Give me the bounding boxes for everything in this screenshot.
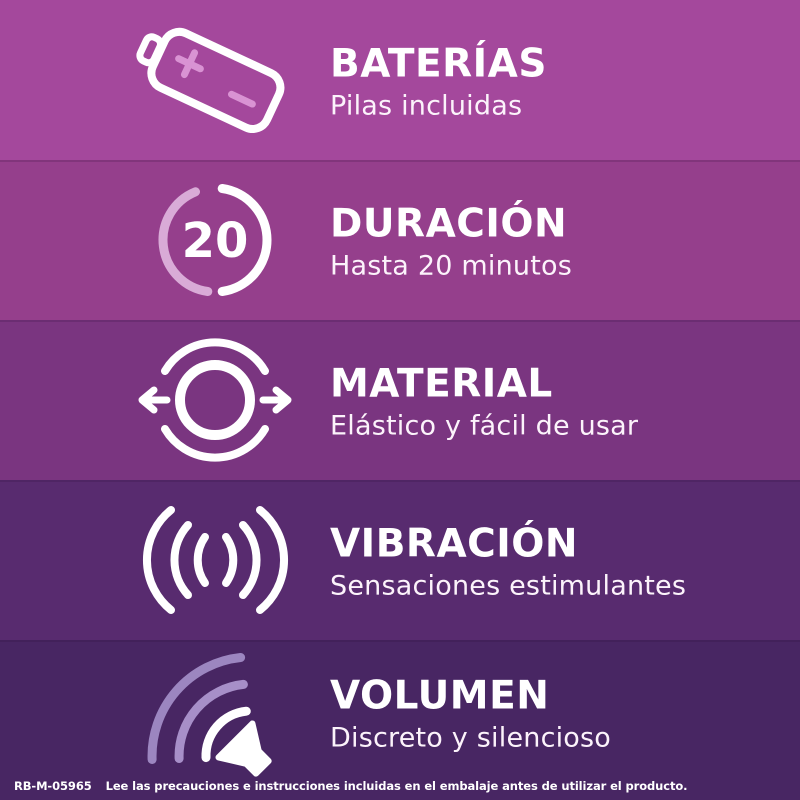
- band-material: MATERIAL Elástico y fácil de usar: [0, 320, 800, 480]
- vibration-waves-icon: [130, 480, 300, 640]
- band-subtitle: Pilas incluidas: [330, 90, 523, 122]
- band-subtitle: Hasta 20 minutos: [330, 250, 572, 282]
- band-duracion: 20 DURACIÓN Hasta 20 minutos: [0, 160, 800, 320]
- band-text: MATERIAL Elástico y fácil de usar: [330, 359, 638, 442]
- band-title: BATERÍAS: [330, 41, 547, 87]
- band-text: VOLUMEN Discreto y silencioso: [330, 671, 611, 754]
- footer-disclaimer: RB-M-05965 Lee las precauciones e instruc…: [14, 779, 688, 793]
- footer-warning-text: Lee las precauciones e instrucciones inc…: [105, 779, 688, 793]
- rotate-arrows-icon: [130, 320, 300, 480]
- band-title: VOLUMEN: [330, 673, 550, 719]
- band-subtitle: Sensaciones estimulantes: [330, 570, 687, 602]
- band-vibracion: VIBRACIÓN Sensaciones estimulantes: [0, 480, 800, 640]
- band-title: VIBRACIÓN: [330, 521, 579, 567]
- timer-20-icon: 20: [130, 160, 300, 320]
- band-text: BATERÍAS Pilas incluidas: [330, 39, 547, 122]
- volume-speaker-icon: [130, 634, 300, 794]
- battery-icon: [130, 0, 300, 160]
- band-volumen: VOLUMEN Discreto y silencioso: [0, 640, 800, 800]
- timer-value: 20: [182, 213, 249, 269]
- band-title: MATERIAL: [330, 361, 553, 407]
- band-title: DURACIÓN: [330, 201, 568, 247]
- footer-product-code: RB-M-05965: [14, 779, 92, 793]
- band-subtitle: Elástico y fácil de usar: [330, 410, 639, 442]
- band-subtitle: Discreto y silencioso: [330, 722, 612, 754]
- band-text: VIBRACIÓN Sensaciones estimulantes: [330, 519, 686, 602]
- band-baterias: BATERÍAS Pilas incluidas: [0, 0, 800, 160]
- band-text: DURACIÓN Hasta 20 minutos: [330, 199, 572, 282]
